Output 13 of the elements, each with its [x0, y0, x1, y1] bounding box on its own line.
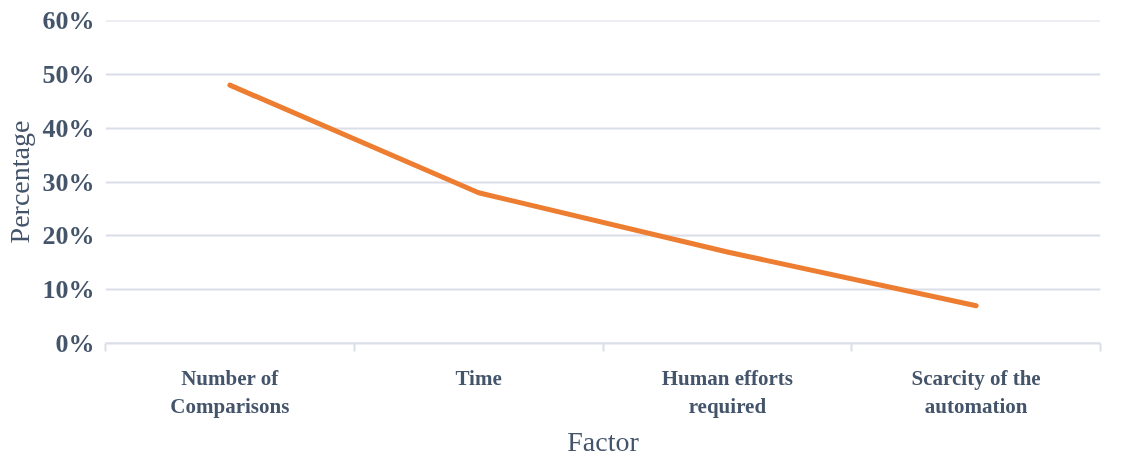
x-tick-label: Time — [455, 365, 502, 390]
y-tick-label: 0% — [55, 329, 95, 358]
y-tick-label: 50% — [42, 59, 95, 89]
y-tick-label: 60% — [42, 6, 95, 35]
y-tick-label: 40% — [42, 113, 95, 143]
y-tick-label: 30% — [42, 167, 95, 197]
x-axis-title: Factor — [567, 426, 640, 458]
y-tick-label: 10% — [42, 275, 95, 305]
x-tick-label: Scarcity of the automation — [911, 365, 1041, 419]
x-tick-label: Human efforts required — [661, 365, 793, 419]
y-axis-title: Percentage — [3, 120, 35, 244]
y-tick-label: 20% — [42, 221, 95, 251]
x-tick-label: Number of Comparisons — [170, 365, 290, 419]
